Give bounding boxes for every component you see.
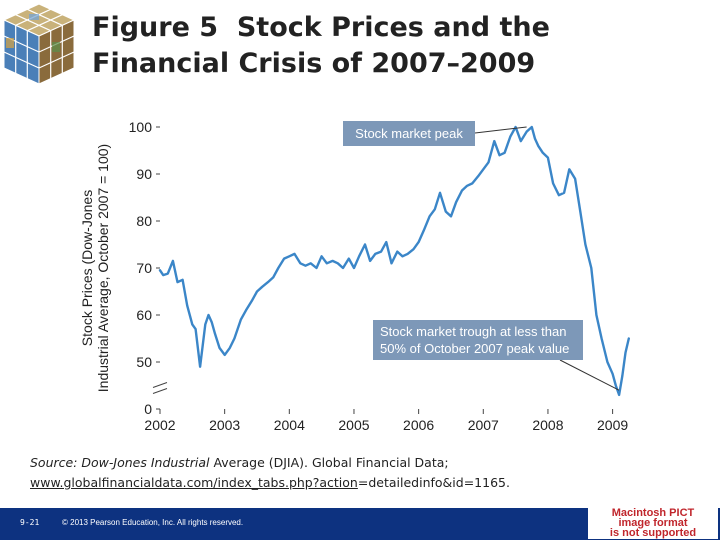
x-tick-label: 2006: [403, 417, 434, 433]
rubiks-cube-logo: [2, 3, 76, 85]
y-tick-label: 80: [136, 213, 152, 229]
annotations: Stock market peak Stock market trough at…: [343, 121, 620, 391]
series-layer: [158, 125, 630, 397]
source-line-1: Source: Dow-Jones Industrial Average (DJ…: [30, 453, 510, 473]
pict-line-3: is not supported: [609, 527, 697, 539]
x-tick-label: 2004: [274, 417, 305, 433]
pict-line-2: image format: [618, 517, 688, 529]
title-line-1: Figure 5 Stock Prices and the: [92, 12, 550, 43]
source-rest: Average (DJIA). Global Financial Data;: [209, 455, 449, 470]
title-line-2: Financial Crisis of 2007–2009: [92, 48, 536, 79]
peak-annotation-label: Stock market peak: [355, 126, 463, 141]
source-italic: Source: Dow-Jones Industrial: [30, 455, 210, 470]
source-link-rest: =detailedinfo&id=1165.: [357, 475, 510, 490]
y-axis-label-line-2: Industrial Average, October 2007 = 100): [95, 144, 111, 392]
peak-annotation-box: [343, 121, 475, 146]
page-number: 9-21: [20, 518, 40, 527]
x-tick-label: 2002: [144, 417, 175, 433]
x-tick-label: 2005: [338, 417, 369, 433]
y-tick-label: 0: [144, 401, 152, 417]
trough-annotation-label-line-2: 50% of October 2007 peak value: [380, 341, 569, 356]
trough-annotation-box: [373, 320, 583, 360]
source-line-2: www.globalfinancialdata.com/index_tabs.p…: [30, 473, 510, 493]
axis-break-mark: [152, 388, 168, 394]
unsupported-image-placeholder: Macintosh PICT image format is not suppo…: [588, 505, 718, 539]
y-axis-label: Stock Prices (Dow-Jones Industrial Avera…: [79, 144, 111, 392]
x-tick-label: 2007: [468, 417, 499, 433]
copyright: © 2013 Pearson Education, Inc. All right…: [62, 518, 244, 527]
x-tick-label: 2003: [209, 417, 240, 433]
peak-annotation-leader: [474, 126, 527, 134]
stock-price-chart: Stock Prices (Dow-Jones Industrial Avera…: [79, 119, 630, 433]
page-title: Figure 5 Stock Prices and the Financial …: [92, 10, 550, 82]
axis-break-mark: [152, 382, 168, 388]
source-link[interactable]: www.globalfinancialdata.com/index_tabs.p…: [30, 475, 358, 490]
trough-annotation-label-line-1: Stock market trough at less than: [380, 324, 566, 339]
y-tick-label: 60: [136, 307, 152, 323]
y-tick-label: 50: [136, 354, 152, 370]
series-line: [158, 125, 630, 397]
y-tick-label: 90: [136, 166, 152, 182]
trough-annotation-leader: [559, 359, 620, 391]
x-tick-label: 2009: [597, 417, 628, 433]
y-tick-label: 100: [129, 119, 153, 135]
axes: 0 50 60 70 80 90 100 2002 2003 2004 2005 2006 2007 20…: [129, 119, 629, 433]
y-tick-label: 70: [136, 260, 152, 276]
x-tick-label: 2008: [532, 417, 563, 433]
y-axis-label-line-1: Stock Prices (Dow-Jones: [79, 190, 95, 346]
source-note: Source: Dow-Jones Industrial Average (DJ…: [30, 453, 510, 493]
pict-line-1: Macintosh PICT: [611, 507, 695, 519]
